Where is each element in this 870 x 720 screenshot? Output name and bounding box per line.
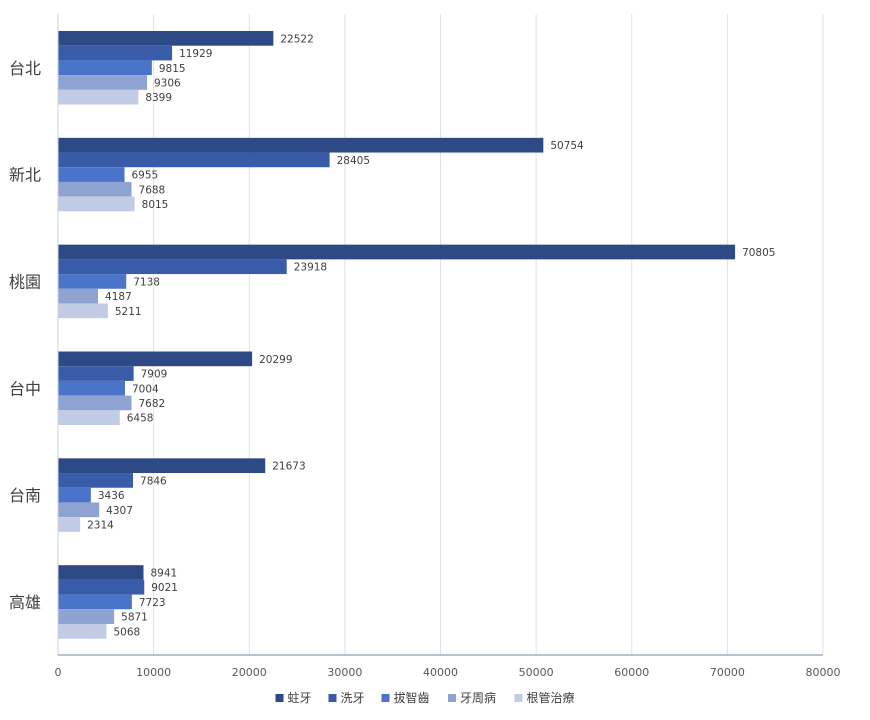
data-label: 7138 <box>133 276 160 288</box>
bar <box>58 303 108 319</box>
category-label: 台中 <box>9 379 41 398</box>
data-label: 20299 <box>259 354 292 366</box>
bar <box>58 89 139 105</box>
legend-label: 蛀牙 <box>288 691 312 705</box>
bar <box>58 274 127 289</box>
x-tick-label: 30000 <box>327 666 362 679</box>
bar <box>58 244 736 260</box>
bar <box>58 395 132 411</box>
data-label: 28405 <box>337 155 370 167</box>
data-label: 4187 <box>105 291 132 303</box>
bar <box>58 487 91 503</box>
data-label: 11929 <box>179 48 212 60</box>
bar <box>58 366 134 381</box>
bar <box>58 623 107 639</box>
bar <box>58 473 134 488</box>
category-label: 台北 <box>9 59 41 78</box>
bar <box>58 45 173 61</box>
category-label: 台南 <box>9 486 41 505</box>
bar <box>58 152 330 168</box>
legend-label: 洗牙 <box>341 691 365 705</box>
bar <box>58 75 147 90</box>
data-label: 7682 <box>138 398 165 410</box>
data-label: 8399 <box>145 92 172 104</box>
x-tick-label: 80000 <box>806 666 841 679</box>
x-tick-label: 70000 <box>710 666 745 679</box>
bar <box>58 288 99 304</box>
data-label: 8941 <box>150 568 177 580</box>
legend: 蛀牙 洗牙 拔智齒 牙周病 根管治療 <box>275 690 575 705</box>
category-label: 高雄 <box>9 593 41 612</box>
bar <box>58 137 544 153</box>
data-label: 2314 <box>87 519 114 531</box>
gridlines <box>153 14 824 655</box>
data-label: 9306 <box>154 77 181 89</box>
legend-label: 拔智齒 <box>394 690 430 705</box>
bar <box>58 579 145 595</box>
axes: 0 10000 20000 30000 40000 50000 60000 70000 8000… <box>9 14 841 679</box>
data-label: 8015 <box>142 199 169 211</box>
legend-swatch <box>448 694 456 702</box>
x-tick-label: 50000 <box>519 666 554 679</box>
bar <box>58 565 144 580</box>
legend-swatch <box>514 694 523 702</box>
bar <box>58 167 125 182</box>
data-label: 3436 <box>98 490 125 502</box>
category-label: 桃園 <box>9 272 41 291</box>
data-label: 9021 <box>151 582 178 594</box>
data-label: 6955 <box>132 170 159 182</box>
bar <box>58 351 253 367</box>
bar <box>58 259 287 275</box>
data-label: 50754 <box>550 140 584 152</box>
data-label: 7723 <box>139 597 166 609</box>
bar <box>58 181 132 197</box>
data-label: 21673 <box>272 461 305 473</box>
data-label: 23918 <box>294 262 327 274</box>
bars <box>58 31 736 639</box>
x-tick-label: 0 <box>55 666 62 679</box>
x-tick-label: 60000 <box>614 666 649 679</box>
data-label: 70805 <box>742 247 775 259</box>
x-tick-label: 20000 <box>232 666 267 679</box>
legend-swatch <box>328 694 337 702</box>
data-label: 5871 <box>121 612 148 624</box>
data-label: 7846 <box>140 475 167 487</box>
data-label: 5211 <box>115 306 142 318</box>
legend-swatch <box>381 694 390 702</box>
legend-label: 根管治療 <box>527 690 575 705</box>
data-label: 7909 <box>141 369 168 381</box>
data-labels: 22522 11929 9815 9306 8399 50754 28405 6955 7688… <box>87 33 775 638</box>
bar <box>58 60 152 76</box>
bar <box>58 31 274 46</box>
bar <box>58 410 120 425</box>
bar <box>58 196 135 212</box>
data-label: 5068 <box>113 626 140 638</box>
data-label: 9815 <box>159 63 186 75</box>
bar <box>58 502 100 518</box>
x-tick-label: 10000 <box>136 666 171 679</box>
bar <box>58 458 266 474</box>
legend-swatch <box>275 694 284 702</box>
legend-label: 牙周病 <box>460 690 496 705</box>
data-label: 22522 <box>280 33 313 45</box>
data-label: 4307 <box>106 505 133 517</box>
data-label: 7004 <box>132 383 159 395</box>
bar <box>58 594 132 610</box>
category-label: 新北 <box>9 166 41 185</box>
bar <box>58 609 115 624</box>
bar <box>58 380 125 396</box>
data-label: 7688 <box>139 184 166 196</box>
bar <box>58 517 81 532</box>
x-tick-label: 40000 <box>423 666 458 679</box>
data-label: 6458 <box>127 413 154 425</box>
